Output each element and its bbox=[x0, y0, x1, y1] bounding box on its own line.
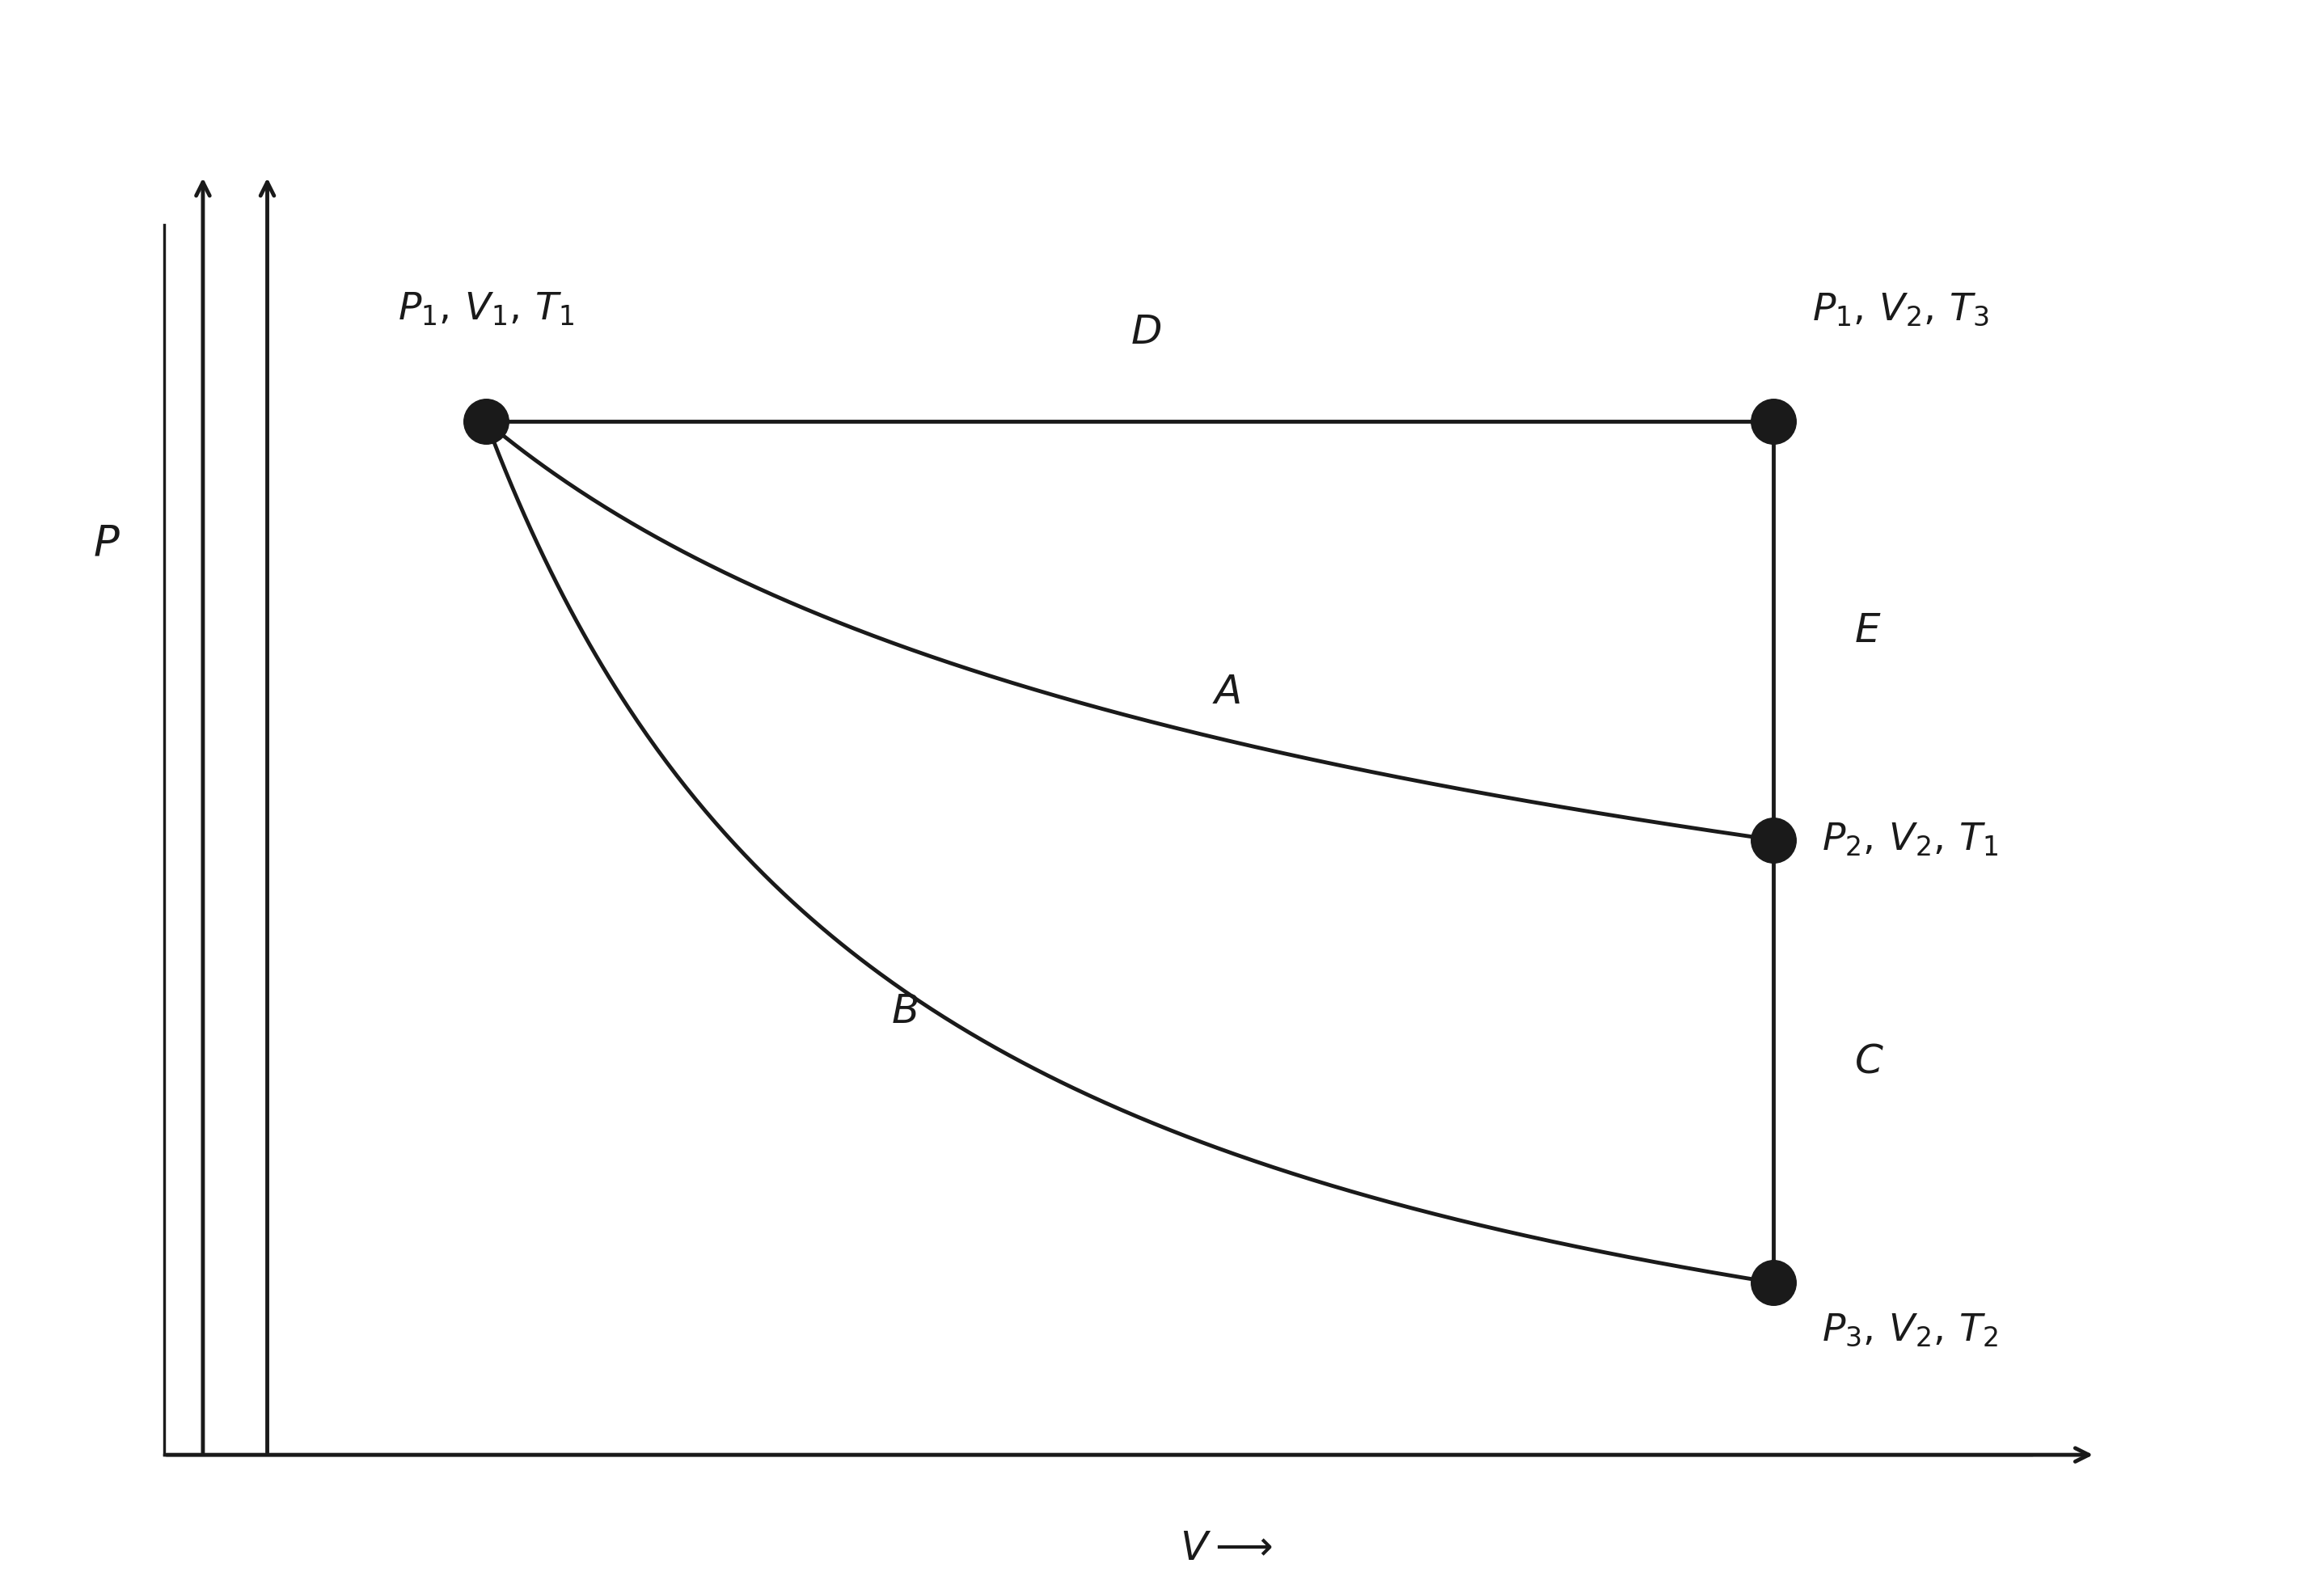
Text: $D$: $D$ bbox=[1129, 313, 1162, 352]
Text: $P_2,\, V_2,\, T_1$: $P_2,\, V_2,\, T_1$ bbox=[1822, 822, 1999, 858]
Point bbox=[1755, 827, 1792, 852]
Point bbox=[1755, 409, 1792, 434]
Text: $B$: $B$ bbox=[890, 992, 918, 1031]
Text: $P_3,\, V_2,\, T_2$: $P_3,\, V_2,\, T_2$ bbox=[1822, 1313, 1999, 1349]
Text: $P_1,\, V_2,\, T_3$: $P_1,\, V_2,\, T_3$ bbox=[1813, 291, 1989, 329]
Text: $A$: $A$ bbox=[1213, 673, 1241, 712]
Point bbox=[467, 409, 504, 434]
Text: $P$: $P$ bbox=[93, 523, 121, 566]
Text: $C$: $C$ bbox=[1855, 1041, 1885, 1082]
Text: $V\longrightarrow$: $V\longrightarrow$ bbox=[1181, 1528, 1274, 1569]
Text: $P_1,\, V_1,\, T_1$: $P_1,\, V_1,\, T_1$ bbox=[397, 291, 574, 329]
Point bbox=[1755, 1270, 1792, 1295]
Text: $E$: $E$ bbox=[1855, 610, 1880, 651]
